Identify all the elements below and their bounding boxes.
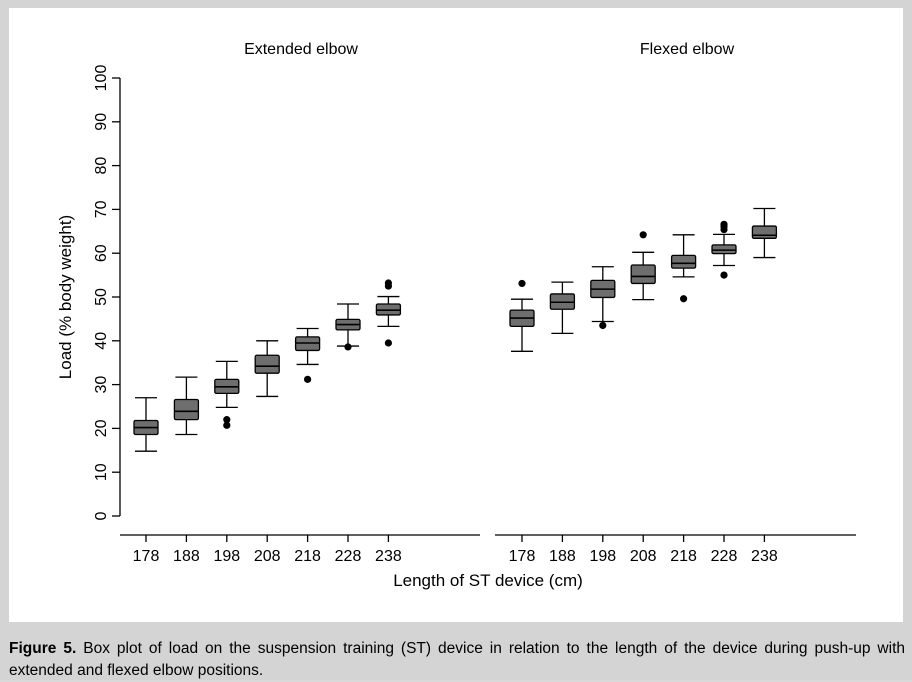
y-tick-label: 40 bbox=[93, 332, 110, 350]
box-flexed-208 bbox=[630, 231, 656, 301]
box-extended-208 bbox=[254, 340, 280, 398]
x-tick-label: 218 bbox=[670, 548, 697, 565]
box-extended-178 bbox=[133, 397, 159, 452]
outlier-point bbox=[639, 231, 647, 239]
box-flexed-218 bbox=[670, 234, 697, 303]
box-flexed-228 bbox=[711, 220, 737, 279]
y-tick-label: 50 bbox=[93, 288, 110, 306]
outlier-point bbox=[304, 375, 312, 383]
box-extended-228 bbox=[335, 303, 361, 351]
x-tick-label: 228 bbox=[711, 548, 738, 565]
y-tick-label: 10 bbox=[93, 463, 110, 481]
y-tick-label: 0 bbox=[93, 511, 110, 520]
labels-layer: 0 10 20 30 40 50 60 70 80 90 100 Load (% body weigh… bbox=[56, 41, 778, 590]
x-tick-label: 198 bbox=[589, 548, 616, 565]
outlier-point bbox=[223, 416, 231, 424]
outlier-point bbox=[344, 343, 352, 351]
x-tick-label: 238 bbox=[751, 548, 778, 565]
x-tick-label: 238 bbox=[375, 548, 402, 565]
panel-title: Extended elbow bbox=[244, 41, 358, 58]
outlier-point bbox=[720, 271, 728, 279]
outlier-point bbox=[223, 421, 231, 429]
box-extended-198 bbox=[214, 360, 240, 429]
outlier-point bbox=[680, 295, 688, 303]
box-extended-238 bbox=[375, 279, 402, 347]
box-extended-218 bbox=[294, 327, 321, 383]
outlier-point bbox=[384, 339, 392, 347]
box-flexed-178 bbox=[509, 279, 535, 352]
marks-layer bbox=[133, 207, 778, 452]
x-tick-label: 178 bbox=[509, 548, 536, 565]
y-tick-label: 100 bbox=[93, 65, 110, 92]
box-plot-chart: 0 10 20 30 40 50 60 70 80 90 100 Load (% body weigh… bbox=[56, 41, 856, 590]
box-flexed-198 bbox=[590, 266, 616, 330]
y-tick-label: 30 bbox=[93, 376, 110, 394]
y-axis-title: Load (% body weight) bbox=[56, 215, 75, 379]
outlier-point bbox=[599, 321, 607, 330]
y-tick-label: 20 bbox=[93, 419, 110, 437]
x-tick-label: 208 bbox=[630, 548, 657, 565]
x-tick-label: 208 bbox=[254, 548, 281, 565]
outlier-point bbox=[384, 279, 392, 287]
figure-caption: Figure 5. Box plot of load on the suspen… bbox=[9, 638, 905, 682]
iqr-box bbox=[670, 254, 697, 269]
plot-panel: 0 10 20 30 40 50 60 70 80 90 100 Load (% body weigh… bbox=[9, 8, 903, 622]
axes-layer bbox=[112, 77, 856, 542]
iqr-box bbox=[751, 225, 778, 239]
iqr-box bbox=[711, 244, 737, 255]
x-tick-label: 228 bbox=[335, 548, 362, 565]
box-extended-188 bbox=[173, 376, 200, 436]
panel-title: Flexed elbow bbox=[640, 41, 735, 58]
x-tick-label: 198 bbox=[213, 548, 240, 565]
y-tick-label: 80 bbox=[93, 157, 110, 175]
x-tick-label: 178 bbox=[133, 548, 160, 565]
box-flexed-188 bbox=[549, 281, 576, 335]
iqr-box bbox=[173, 398, 200, 421]
iqr-box bbox=[630, 264, 656, 285]
outlier-point bbox=[518, 279, 526, 288]
iqr-box bbox=[254, 354, 280, 374]
x-tick-label: 188 bbox=[173, 548, 200, 565]
x-tick-label: 218 bbox=[294, 548, 321, 565]
y-tick-label: 90 bbox=[93, 113, 110, 131]
outlier-point bbox=[720, 220, 728, 228]
x-tick-label: 188 bbox=[549, 548, 576, 565]
box-flexed-238 bbox=[751, 207, 778, 259]
caption-text: Box plot of load on the suspension train… bbox=[9, 640, 905, 679]
x-axis-title: Length of ST device (cm) bbox=[393, 571, 583, 590]
caption-label: Figure 5. bbox=[9, 640, 77, 657]
y-tick-label: 60 bbox=[93, 244, 110, 262]
y-tick-label: 70 bbox=[93, 200, 110, 218]
